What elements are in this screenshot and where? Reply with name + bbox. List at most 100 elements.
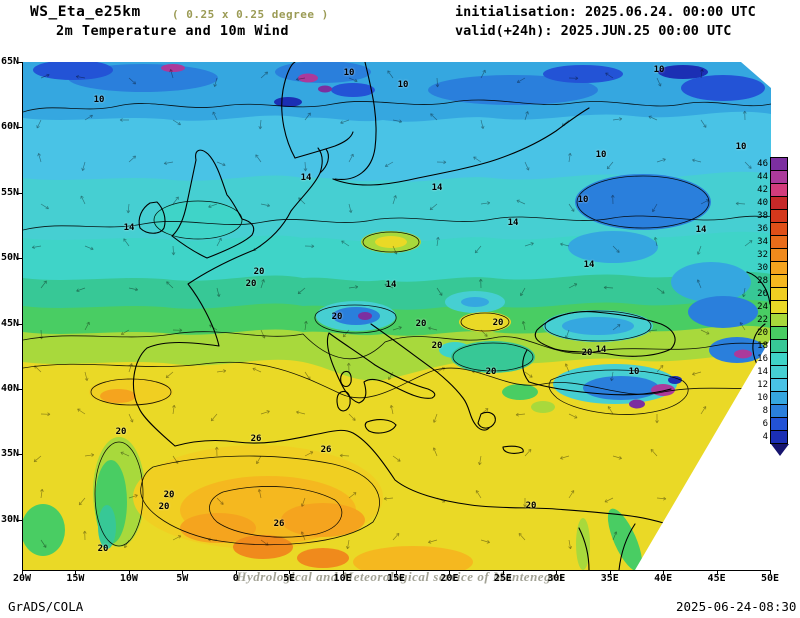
wind-arrow [428, 539, 438, 544]
colorbar-cell [770, 417, 788, 431]
lat-label: 35N [0, 448, 19, 460]
wind-arrow [216, 287, 221, 297]
wind-arrow [392, 195, 397, 205]
colorbar-cell [770, 365, 788, 379]
wind-arrow [384, 283, 394, 289]
colorbar-value: 6 [762, 419, 768, 429]
wind-arrow [40, 539, 47, 548]
wind-arrow [208, 203, 218, 209]
wind-arrow [39, 329, 44, 340]
wind-arrow [428, 326, 438, 331]
colorbar-value: 24 [757, 302, 768, 312]
wind-arrow [348, 153, 354, 163]
wind-arrow [692, 158, 702, 163]
wind-arrow [260, 410, 270, 415]
wind-arrow [214, 446, 219, 457]
colorbar-cell [770, 157, 788, 171]
wind-arrow [255, 154, 262, 163]
colorbar-row: 38 [750, 209, 789, 223]
wind-arrow [40, 203, 49, 210]
wind-arrow [603, 285, 614, 290]
wind-arrow [742, 287, 746, 298]
wind-arrow [252, 367, 262, 373]
colorbar-value: 8 [762, 406, 768, 416]
wind-arrow [523, 498, 527, 508]
wind-arrow [165, 371, 174, 379]
wind-arrow [387, 70, 394, 79]
colorbar-value: 26 [757, 289, 768, 299]
colorbar-cell [770, 339, 788, 353]
colorbar-value: 10 [757, 393, 768, 403]
wind-arrow [303, 161, 308, 172]
coastlines [132, 62, 771, 570]
colorbar-cell [770, 404, 788, 418]
colorbar-value: 12 [757, 380, 768, 390]
wind-arrow [475, 490, 482, 499]
wind-arrow [656, 364, 664, 373]
wind-arrow [300, 497, 306, 507]
colorbar-cell [770, 287, 788, 301]
wind-arrow [568, 76, 579, 81]
wind-arrow [342, 329, 350, 338]
colorbar-cell [770, 209, 788, 223]
wind-arrow [295, 77, 306, 81]
colorbar-value: 20 [757, 328, 768, 338]
wind-arrow [524, 371, 533, 378]
wind-arrow [128, 287, 139, 292]
wind-arrow [435, 77, 440, 88]
wind-arrow [166, 281, 174, 289]
wind-arrow [172, 535, 182, 541]
wind-arrow [260, 71, 269, 79]
temp-blobs [23, 62, 765, 570]
wind-arrow [524, 161, 530, 171]
wind-arrow [36, 119, 42, 129]
wind-arrow [128, 155, 137, 163]
wind-arrow [652, 203, 658, 213]
wind-arrow [478, 278, 483, 289]
wind-arrow [172, 328, 183, 333]
wind-arrow [128, 494, 138, 499]
wind-arrow [77, 408, 86, 415]
wind-arrow [257, 488, 262, 499]
wind-arrow [432, 413, 438, 423]
wind-arrow [389, 404, 394, 415]
colorbar-cell [770, 378, 788, 392]
wind-arrow [340, 119, 350, 125]
colorbar-row: 36 [750, 222, 789, 236]
colorbar-cell [770, 235, 788, 249]
wind-arrow [518, 532, 526, 541]
lat-label: 55N [0, 186, 19, 198]
wind-arrow [348, 285, 359, 289]
colorbar-cell [770, 352, 788, 366]
wind-arrow [568, 283, 578, 289]
colorbar-cell [770, 274, 788, 288]
wind-arrow [33, 455, 42, 463]
wind-arrow [480, 329, 488, 337]
wind-arrow [348, 77, 358, 83]
wind-arrow [304, 451, 314, 457]
wind-arrow [610, 194, 615, 205]
wind-arrow [655, 414, 659, 424]
lat-label: 30N [0, 513, 19, 525]
colorbar-value: 36 [757, 224, 768, 234]
wind-arrow [37, 153, 42, 163]
wind-arrow [213, 77, 218, 87]
wind-arrow [612, 245, 620, 253]
wind-arrow [568, 539, 572, 550]
wind-arrow [392, 326, 402, 331]
wind-arrow [560, 455, 570, 460]
wind-arrow [128, 363, 133, 373]
wind-arrow [700, 119, 707, 128]
wind-arrow [560, 242, 570, 247]
contour-lines [23, 99, 771, 547]
wind-arrow [653, 236, 658, 247]
wind-arrow [348, 203, 353, 213]
colorbar-value: 46 [757, 159, 768, 169]
initialisation-time: initialisation: 2025.06.24. 00:00 UTC [455, 4, 756, 20]
wind-arrow [210, 413, 218, 422]
wind-arrow [432, 447, 438, 457]
wind-arrow [607, 406, 614, 415]
wind-arrow [612, 531, 618, 541]
lat-label: 40N [0, 383, 19, 394]
wind-arrow [75, 75, 86, 79]
